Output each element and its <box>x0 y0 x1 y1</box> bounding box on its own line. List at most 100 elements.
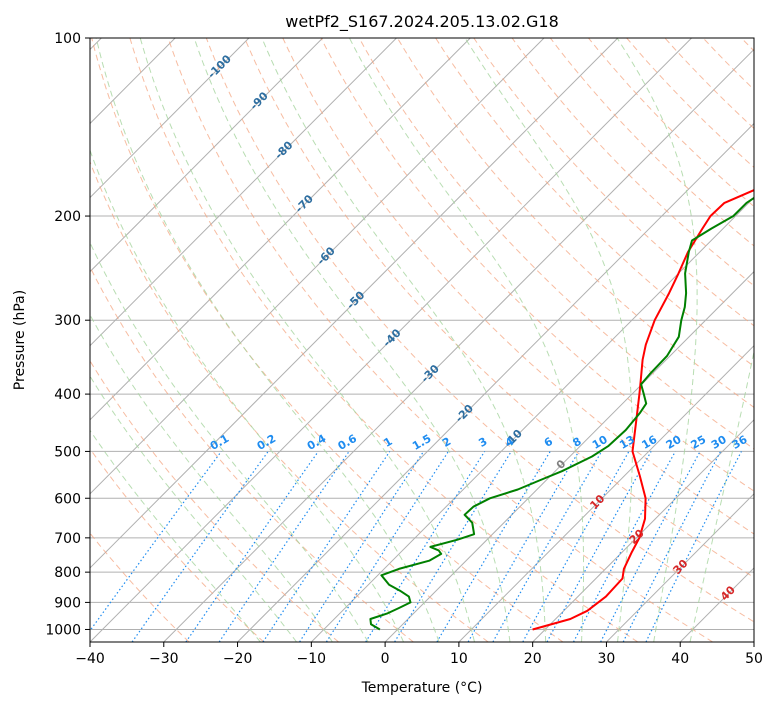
y-tick-label: 300 <box>54 313 81 329</box>
dry-adiabat-line <box>588 38 754 208</box>
isotherm-gridline <box>753 641 754 642</box>
mixing-ratio-label: 0.1 <box>208 432 231 453</box>
moist-adiabat-line <box>90 375 298 642</box>
isotherm-gridline <box>90 38 471 421</box>
dry-adiabat-line <box>320 38 754 492</box>
isotherm-gridline <box>458 344 754 642</box>
x-axis-label: Temperature (°C) <box>361 680 483 696</box>
mixing-ratio-label: 2 <box>440 435 453 450</box>
mixing-ratio-label: 6 <box>542 435 555 450</box>
y-tick-label: 100 <box>54 31 81 47</box>
temperature-profile-line <box>532 189 754 631</box>
mixing-ratio-line <box>492 451 603 642</box>
dry-adiabat-line <box>90 265 414 642</box>
mixing-ratio-line <box>325 451 449 642</box>
moist-adiabat-line <box>90 241 369 642</box>
moist-adiabat-line <box>90 313 333 642</box>
mixing-ratio-line <box>394 451 512 642</box>
y-tick-label: 1000 <box>45 623 81 639</box>
dry-adiabat-line <box>90 447 265 642</box>
moist-adiabat-line <box>90 429 261 642</box>
moist-adiabat-line <box>95 38 440 642</box>
chart-title: wetPf2_S167.2024.205.13.02.G18 <box>285 12 559 32</box>
isotherm-gridline <box>679 567 754 642</box>
dry-adiabat-line <box>282 38 754 535</box>
x-tick-label: 20 <box>524 651 542 667</box>
mixing-ratio-label: 1 <box>381 435 394 450</box>
mixing-ratio-line <box>600 451 701 642</box>
y-tick-label: 400 <box>54 387 81 403</box>
dry-adiabat-line <box>90 532 190 642</box>
mixing-ratio-line <box>522 451 630 642</box>
mixing-ratio-label: 16 <box>639 433 659 452</box>
x-tick-label: −30 <box>149 651 179 667</box>
isotherm-label: -90 <box>248 89 271 112</box>
isotherm-gridline <box>90 38 545 495</box>
dry-adiabat-line <box>129 38 639 642</box>
dry-adiabat-line <box>626 38 754 169</box>
mixing-ratio-label: 25 <box>688 433 708 452</box>
dry-adiabat-line <box>167 38 713 642</box>
y-tick-label: 700 <box>54 531 81 547</box>
mixing-ratio-line <box>546 451 652 642</box>
isotherm-gridline <box>237 122 754 642</box>
x-tick-label: 50 <box>745 651 763 667</box>
x-tick-label: 10 <box>450 651 468 667</box>
dry-adiabat-line <box>435 38 754 367</box>
y-axis-label: Pressure (hPa) <box>12 290 28 390</box>
x-tick-label: −20 <box>223 651 253 667</box>
mixing-ratio-line <box>365 451 486 642</box>
y-tick-label: 500 <box>54 444 81 460</box>
moist-adiabat-line <box>348 38 585 642</box>
moist-adiabat-line <box>689 349 754 642</box>
dry-adiabat-line <box>664 38 754 130</box>
mixing-ratio-label: 3 <box>476 435 489 450</box>
y-tick-label: 600 <box>54 491 81 507</box>
dry-adiabat-line <box>740 38 754 52</box>
isotherm-gridline <box>384 270 754 642</box>
isotherm-gridline <box>163 48 754 642</box>
mixing-ratio-line <box>299 451 425 642</box>
moist-adiabat-line <box>261 38 547 642</box>
mixing-ratio-label: 8 <box>570 435 583 450</box>
mixing-ratio-line <box>185 451 319 642</box>
isotherm-gridline <box>90 38 619 569</box>
isotherm-label: 20 <box>627 526 647 546</box>
x-tick-label: 40 <box>671 651 689 667</box>
dry-adiabat-line <box>90 160 489 642</box>
isotherm-gridline <box>90 38 250 199</box>
mixing-ratio-label: 10 <box>590 433 610 452</box>
x-tick-label: −40 <box>75 651 105 667</box>
dry-adiabat-line <box>205 38 754 623</box>
mixing-ratio-label: 36 <box>730 433 750 452</box>
plot-area: -100-90-80-70-60-50-40-30-20-10010203040… <box>90 38 754 642</box>
dry-adiabat-line <box>549 38 754 247</box>
dry-adiabat-line <box>396 38 754 408</box>
mixing-ratio-label: 0.4 <box>305 432 329 453</box>
moist-adiabat-line <box>193 38 511 642</box>
mixing-ratio-line <box>218 451 350 642</box>
y-tick-label: 800 <box>54 565 81 581</box>
mixing-ratio-line <box>645 451 742 642</box>
mixing-ratio-line <box>131 451 269 642</box>
isotherm-gridline <box>532 419 754 642</box>
x-tick-label: 30 <box>597 651 615 667</box>
isotherm-gridline <box>90 38 692 642</box>
moist-adiabat-line <box>90 148 405 642</box>
axes: −40 −30 −20 −10 0 10 20 30 40 5010020030040050060… <box>45 31 763 667</box>
plot-frame <box>89 37 755 643</box>
moist-adiabat-line <box>616 38 698 642</box>
isotherm-gridline <box>90 38 324 273</box>
moist-adiabat-line <box>139 38 475 642</box>
mixing-ratio-label: 1.5 <box>410 432 433 453</box>
dry-adiabat-line <box>358 38 754 450</box>
mixing-ratio-line <box>436 451 551 642</box>
isotherm-label: 40 <box>718 583 738 603</box>
isotherm-label: -50 <box>344 288 367 311</box>
x-tick-label: −10 <box>297 651 327 667</box>
dry-adiabat-line <box>511 38 754 287</box>
isotherm-gridline <box>606 493 754 642</box>
x-tick-label: 0 <box>381 651 390 667</box>
